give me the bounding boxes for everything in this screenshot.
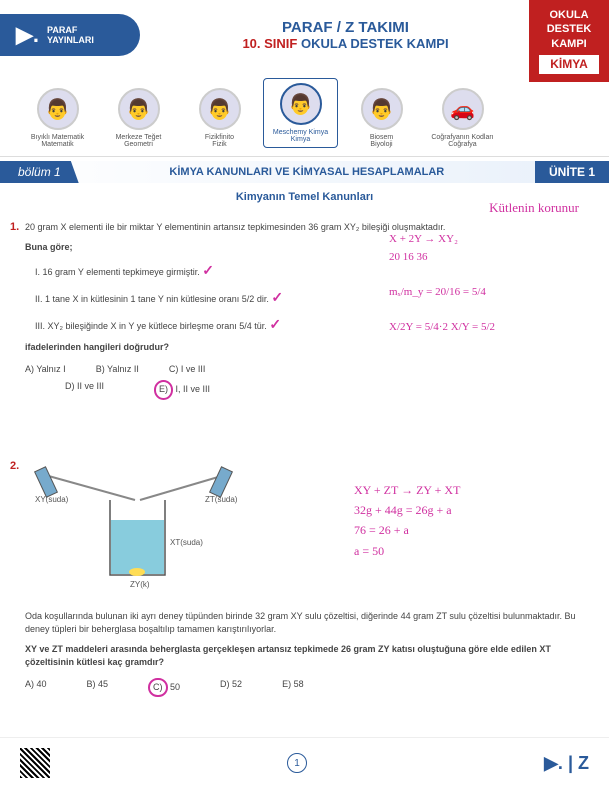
brand-name: PARAF YAYINLARI xyxy=(47,25,124,45)
section-bar: bölüm 1 KİMYA KANUNLARI VE KİMYASAL HESA… xyxy=(0,161,609,183)
beaker-diagram: XY(suda) ZT(suda) XT(suda) ZY(k) XY + ZT… xyxy=(25,460,584,600)
section-unite: ÜNİTE 1 xyxy=(535,161,609,183)
tab-geometri[interactable]: 👨Merkeze TeğetGeometri xyxy=(101,88,176,148)
answer-circle: C) xyxy=(148,678,168,698)
q1-options: A) Yalnız I B) Yalnız II C) I ve III xyxy=(25,363,584,377)
check-icon: ✓ xyxy=(271,289,283,305)
tab-cografya[interactable]: 🚗Coğrafyanın KodlarıCoğrafya xyxy=(425,88,500,148)
q2-number: 2. xyxy=(10,460,19,472)
tab-matematik[interactable]: 👨Bıyıklı MatematikMatematik xyxy=(20,88,95,148)
question-1: 1. 20 gram X elementi ile bir miktar Y e… xyxy=(25,221,584,400)
section-title: KİMYA KANUNLARI VE KİMYASAL HESAPLAMALAR xyxy=(79,166,535,178)
tab-fizik[interactable]: 👨FizikfinitoFizik xyxy=(182,88,257,148)
beaker-svg xyxy=(25,460,245,600)
q1-number: 1. xyxy=(10,221,19,233)
title-area: PARAF / Z TAKIMI 10. SINIF OKULA DESTEK … xyxy=(140,19,551,51)
answer-circle: E) xyxy=(154,380,173,400)
footer: 1 ▶. | Z xyxy=(0,737,609,788)
check-icon: ✓ xyxy=(202,262,214,278)
q2-options: A) 40 B) 45 C) 50 D) 52 E) 58 xyxy=(25,678,584,698)
title-top: PARAF / Z TAKIMI xyxy=(140,19,551,36)
footer-logo: ▶. | Z xyxy=(544,753,589,774)
q2-handwriting: XY + ZT → ZY + XT 32g + 44g = 26g + a 76… xyxy=(354,480,574,562)
qr-code xyxy=(20,748,50,778)
subject-tabs: 👨Bıyıklı MatematikMatematik 👨Merkeze Teğ… xyxy=(0,70,609,157)
tab-kimya[interactable]: 👨Meschemy KimyaKimya xyxy=(263,78,338,148)
header: ▶. PARAF YAYINLARI PARAF / Z TAKIMI 10. … xyxy=(0,0,609,70)
check-icon: ✓ xyxy=(269,316,281,332)
logo-icon: ▶. xyxy=(16,22,39,48)
tab-biyoloji[interactable]: 👨BiosemBiyoloji xyxy=(344,88,419,148)
brand-logo: ▶. PARAF YAYINLARI xyxy=(0,14,140,56)
subject-label: KİMYA xyxy=(539,55,599,75)
question-2: 2. XY(suda) ZT(suda) XT(suda) ZY(k) XY +… xyxy=(25,460,584,698)
q1-handwriting: X + 2Y → XY₂ 20 16 36 mₓ/m_y = 20/16 = 5… xyxy=(389,231,589,337)
q2-body: Oda koşullarında bulunan iki ayrı deney … xyxy=(25,610,584,698)
page-number: 1 xyxy=(287,753,307,773)
subject-banner: OKULA DESTEK KAMPI KİMYA xyxy=(529,0,609,82)
section-bolum: bölüm 1 xyxy=(0,161,79,183)
content: 1. 20 gram X elementi ile bir miktar Y e… xyxy=(0,211,609,737)
title-bottom: 10. SINIF OKULA DESTEK KAMPI xyxy=(140,36,551,51)
